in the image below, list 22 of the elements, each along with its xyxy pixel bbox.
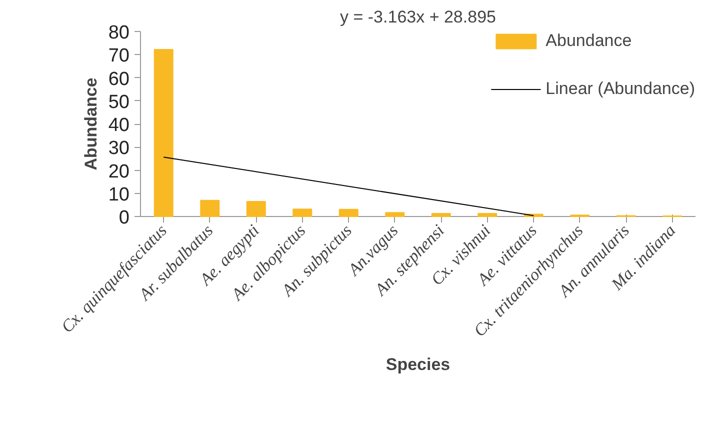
legend-label: Abundance xyxy=(546,31,632,51)
y-tick-label: 70 xyxy=(108,46,130,67)
bar xyxy=(200,200,220,217)
x-axis-title: Species xyxy=(386,354,450,374)
bar xyxy=(246,200,266,217)
bar xyxy=(431,212,451,217)
legend-label: Linear (Abundance) xyxy=(546,79,695,99)
y-tick-label: 30 xyxy=(108,138,130,160)
y-tick-label: 80 xyxy=(108,22,130,44)
y-tick-label: 40 xyxy=(108,115,130,136)
bar xyxy=(338,208,358,217)
y-tick-label: 10 xyxy=(108,184,130,206)
y-tick-label: 60 xyxy=(108,68,130,90)
y-axis-title: Abundance xyxy=(81,78,100,170)
bar xyxy=(154,49,174,217)
y-tick-label: 20 xyxy=(108,161,130,182)
y-tick-label: 0 xyxy=(118,208,130,228)
text: y = -3.163x + 28.895 xyxy=(340,8,496,26)
bar xyxy=(478,212,498,217)
bar xyxy=(385,212,405,217)
y-tick-label: 50 xyxy=(108,92,130,113)
bar xyxy=(292,208,312,217)
